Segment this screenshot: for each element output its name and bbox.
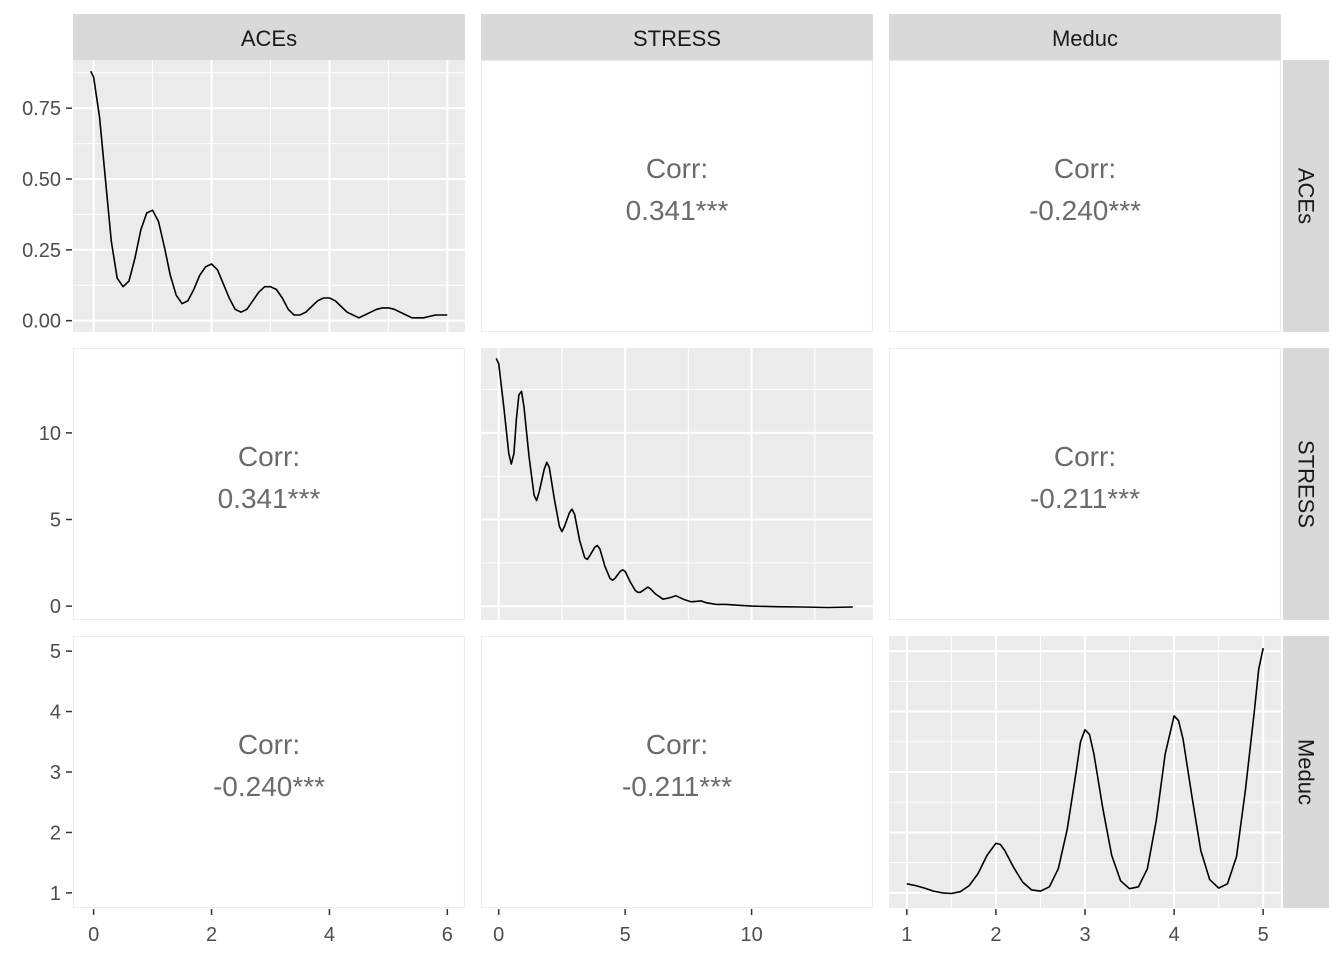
panel-border — [72, 635, 466, 909]
y-tick-label: 2 — [50, 822, 61, 844]
correlation-panel: Corr: -0.240*** — [888, 59, 1282, 333]
column-strip-label: ACEs — [241, 26, 297, 51]
column-strip-aces — [73, 14, 465, 60]
correlation-label: Corr: — [1054, 441, 1116, 472]
panel-background — [481, 348, 873, 620]
x-tick-label: 4 — [1169, 924, 1180, 946]
row-strip-label: STRESS — [1294, 440, 1319, 528]
y-tick-label: 10 — [39, 423, 61, 445]
correlation-label: Corr: — [1054, 153, 1116, 184]
y-tick-label: 5 — [50, 641, 61, 663]
y-tick-label: 0.00 — [22, 311, 61, 333]
x-tick-label: 10 — [740, 924, 762, 946]
correlation-panel: Corr: 0.341*** — [72, 347, 466, 621]
y-tick-label: 0.25 — [22, 240, 61, 262]
row-strip-label: ACEs — [1294, 168, 1319, 224]
panel-border — [72, 347, 466, 621]
density-panel-meduc — [889, 636, 1281, 908]
x-tick-label: 6 — [442, 924, 453, 946]
correlation-value: 0.341*** — [626, 195, 729, 226]
row-strip-label: Meduc — [1294, 739, 1319, 805]
correlation-panel: Corr: -0.211*** — [480, 635, 874, 909]
correlation-value: 0.341*** — [218, 483, 321, 514]
y-tick-label: 5 — [50, 510, 61, 532]
panel-border — [888, 59, 1282, 333]
row-strip-meduc — [1283, 636, 1329, 908]
panel-border — [888, 347, 1282, 621]
x-tick-label: 4 — [324, 924, 335, 946]
panel-background — [73, 60, 465, 332]
correlation-label: Corr: — [238, 729, 300, 760]
column-strip-label: STRESS — [633, 26, 721, 51]
x-tick-label: 1 — [901, 924, 912, 946]
y-tick-label: 3 — [50, 762, 61, 784]
row-strip-stress — [1283, 348, 1329, 620]
correlation-label: Corr: — [646, 153, 708, 184]
correlation-panel: Corr: -0.211*** — [888, 347, 1282, 621]
column-strip-meduc — [889, 14, 1281, 60]
panel-border — [480, 635, 874, 909]
correlation-panel: Corr: 0.341*** — [480, 59, 874, 333]
density-line-aces — [89, 70, 448, 319]
y-tick-label: 0 — [50, 596, 61, 618]
density-line-stress — [495, 358, 853, 609]
density-line-meduc — [906, 647, 1264, 895]
density-panel-aces — [73, 60, 465, 332]
x-tick-label: 2 — [990, 924, 1001, 946]
x-tick-label: 0 — [493, 924, 504, 946]
correlation-label: Corr: — [238, 441, 300, 472]
y-tick-label: 1 — [50, 883, 61, 905]
x-tick-label: 5 — [1258, 924, 1269, 946]
correlation-value: -0.240*** — [1029, 195, 1141, 226]
x-tick-label: 0 — [88, 924, 99, 946]
x-tick-label: 3 — [1079, 924, 1090, 946]
correlation-value: -0.211*** — [1030, 483, 1140, 514]
density-panel-stress — [481, 348, 873, 620]
y-tick-label: 0.75 — [22, 98, 61, 120]
panel-border — [480, 59, 874, 333]
correlation-panel: Corr: -0.240*** — [72, 635, 466, 909]
correlation-value: -0.240*** — [213, 771, 325, 802]
y-tick-label: 4 — [50, 702, 61, 724]
row-strip-aces — [1283, 60, 1329, 332]
column-strip-stress — [481, 14, 873, 60]
correlation-label: Corr: — [646, 729, 708, 760]
correlation-value: -0.211*** — [622, 771, 732, 802]
x-tick-label: 5 — [620, 924, 631, 946]
column-strip-label: Meduc — [1052, 26, 1118, 51]
x-tick-label: 2 — [206, 924, 217, 946]
y-tick-label: 0.50 — [22, 169, 61, 191]
